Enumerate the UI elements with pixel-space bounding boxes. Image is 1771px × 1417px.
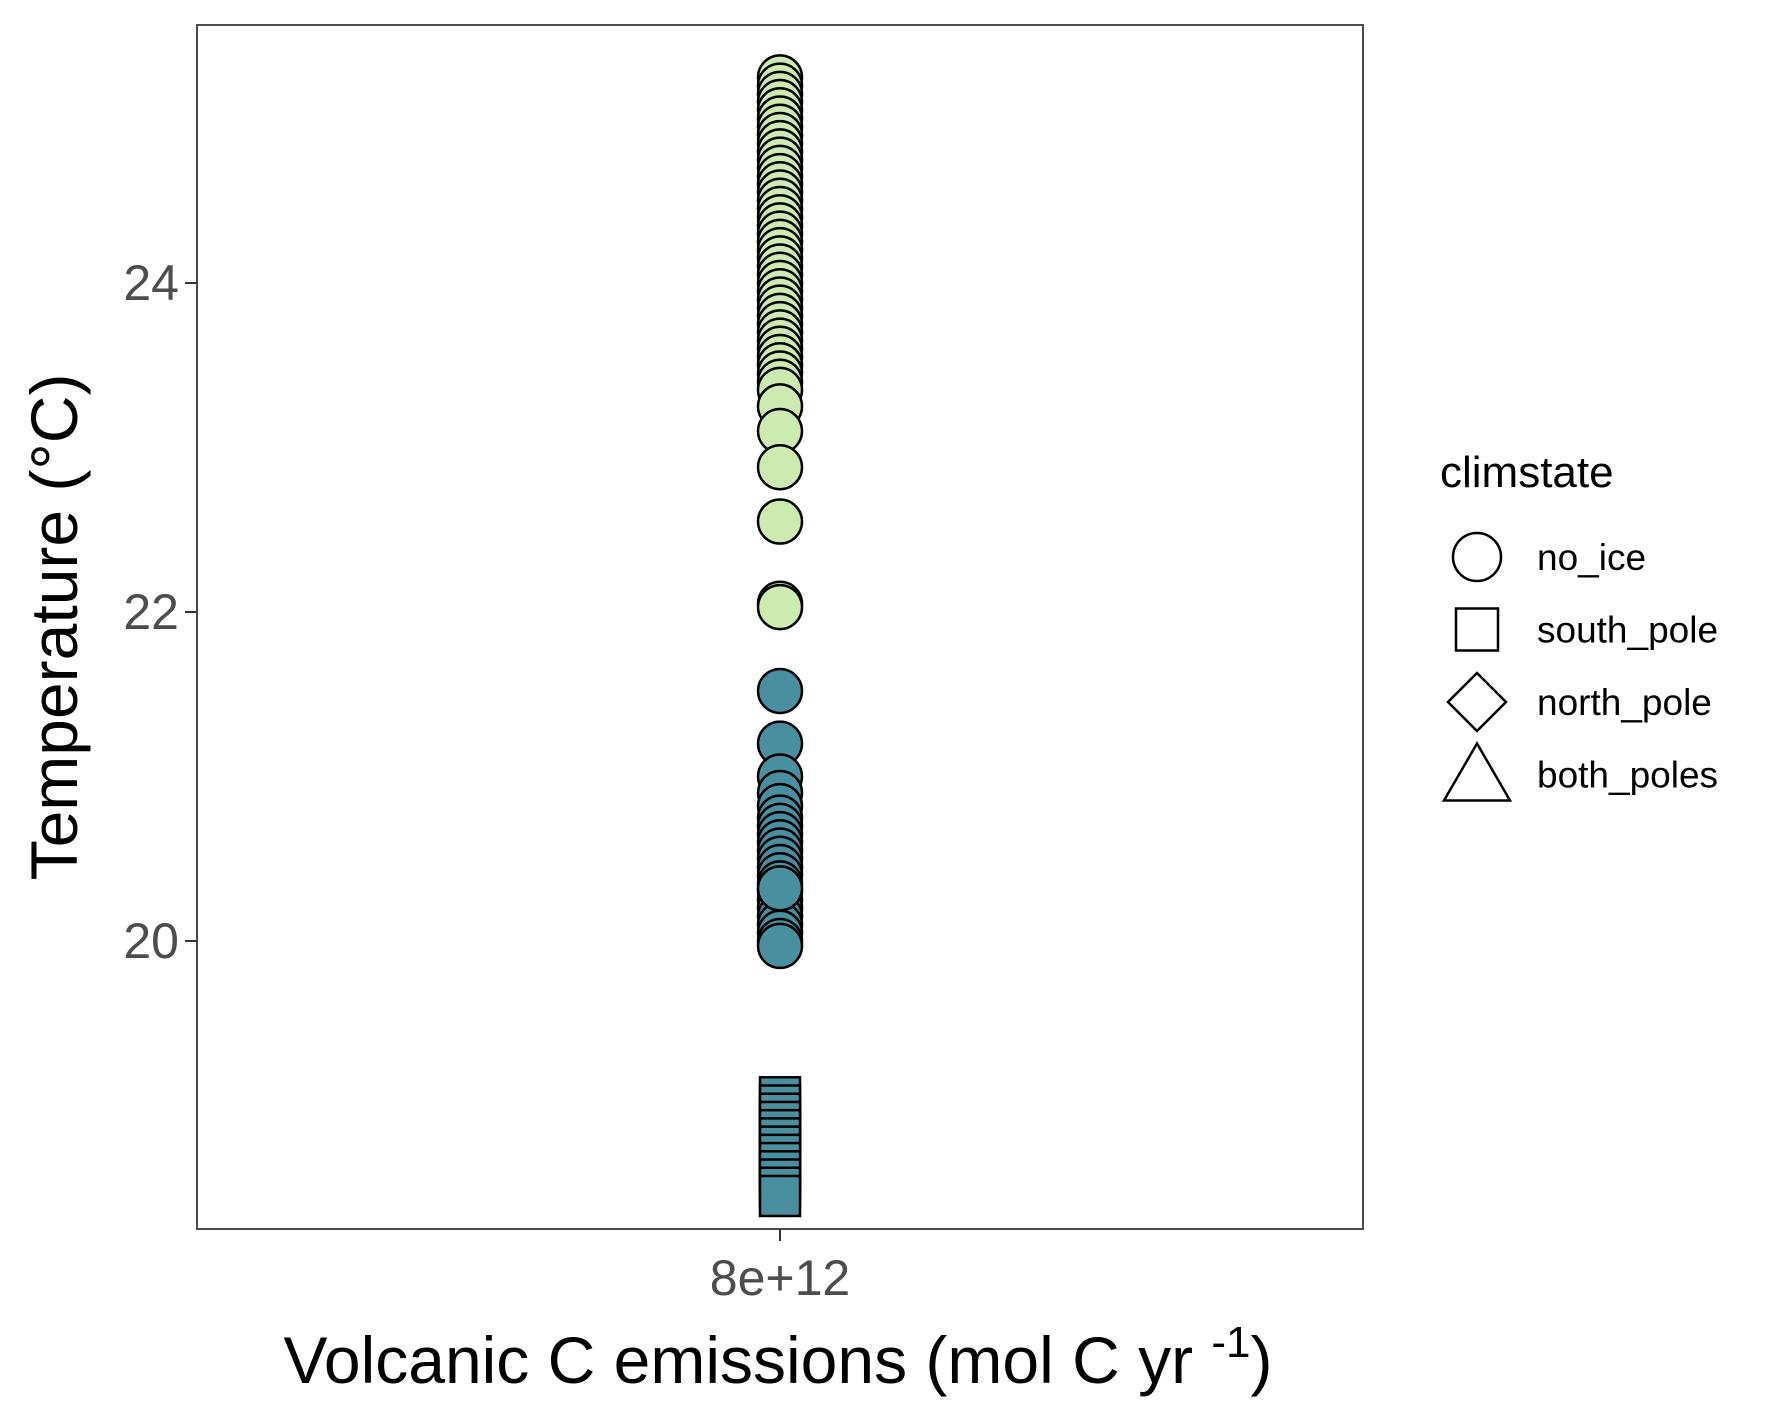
legend-triangle-icon [1441, 741, 1513, 802]
x-axis: 8e+12 [710, 1229, 850, 1306]
x-axis-title-suffix: ) [1251, 1323, 1273, 1397]
data-point [756, 498, 804, 545]
x-axis-title: Volcanic C emissions (mol C yr -1) [283, 1318, 1272, 1397]
data-point [756, 583, 804, 631]
x-axis-title-superscript: -1 [1211, 1318, 1250, 1367]
legend-square-icon [1454, 607, 1500, 652]
data-point [756, 443, 804, 491]
data-point [758, 1174, 802, 1218]
data-point [756, 667, 804, 715]
legend-diamond-icon [1446, 671, 1508, 733]
y-axis: 20 22 24 [123, 255, 197, 969]
x-tick-label: 8e+12 [710, 1250, 850, 1306]
legend-circle-icon [1451, 531, 1503, 583]
legend-label: no_ice [1537, 537, 1646, 578]
legend: climstate no_ice south_pole north_poleboth… [1440, 448, 1718, 802]
y-tick-label: 22 [123, 584, 179, 640]
data-point [756, 922, 804, 970]
data-point [756, 865, 804, 912]
legend-label: both_poles [1537, 755, 1718, 796]
y-tick-label: 20 [123, 913, 179, 969]
legend-label: north_pole [1537, 682, 1712, 723]
y-tick-label: 24 [123, 255, 179, 311]
legend-label: south_pole [1537, 610, 1718, 651]
y-axis-title: Temperature (°C) [17, 374, 91, 881]
data-points [756, 54, 804, 1218]
legend-title: climstate [1440, 448, 1614, 497]
legend-items: no_ice south_pole north_pole both_poles [1441, 531, 1718, 802]
